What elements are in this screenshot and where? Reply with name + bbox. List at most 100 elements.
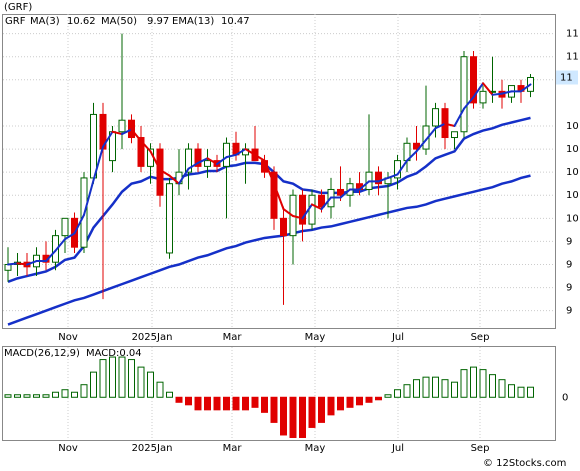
macd-bar — [185, 396, 192, 406]
ma3-segment — [311, 203, 323, 211]
ma3-segment — [434, 122, 446, 130]
legend-text: EMA(13) — [172, 16, 214, 27]
macd-bar — [33, 394, 40, 398]
macd-bar — [4, 394, 12, 398]
candle-body — [52, 235, 59, 263]
macd-bar — [289, 396, 297, 438]
y-tick-label: 11 — [566, 52, 579, 63]
candle-body — [194, 148, 202, 167]
ma3-segment — [206, 157, 218, 166]
x-tick-label: Jul — [391, 443, 404, 454]
x-tick-label: Sep — [471, 332, 490, 343]
ma3-segment — [7, 262, 19, 266]
candle-body — [118, 119, 126, 133]
macd-tick-label: 0 — [562, 392, 568, 403]
ma3-segment — [178, 167, 190, 185]
ma3-segment — [358, 180, 370, 191]
macd-bar — [441, 379, 449, 398]
chart-title: (GRF) — [4, 2, 32, 13]
ma3-segment — [16, 262, 28, 266]
ma3-segment — [92, 145, 104, 182]
macd-bar — [223, 396, 230, 411]
ma3-segment — [254, 153, 266, 162]
ma3-segment — [111, 130, 123, 136]
ma3-segment — [130, 128, 142, 142]
ma3-segment — [216, 156, 228, 166]
y-tick-label: 10 — [566, 121, 579, 132]
candle-body — [318, 194, 325, 208]
ma3-segment — [26, 260, 38, 266]
y-tick-label: 9 — [566, 260, 572, 271]
macd-bar — [61, 389, 69, 398]
macd-bar — [52, 391, 59, 398]
ma3-segment — [425, 127, 437, 141]
legend-text: MA(50) — [101, 16, 137, 27]
y-tick-label: 10 — [566, 144, 579, 155]
legend-text: GRF — [5, 16, 26, 27]
x-tick-label: Nov — [58, 332, 78, 343]
macd-bar — [460, 369, 468, 398]
macd-bar — [90, 371, 97, 398]
ema13-line — [7, 116, 531, 283]
ma3-segment — [159, 168, 171, 177]
ma3-segment — [396, 159, 408, 176]
ma50-line — [7, 174, 531, 326]
macd-bar — [270, 396, 278, 423]
macd-bar — [204, 396, 211, 411]
macd-bar — [375, 396, 382, 401]
macd-bar — [147, 371, 154, 398]
ma3-segment — [187, 161, 199, 170]
candle-body — [337, 188, 344, 196]
ma3-segment — [406, 150, 418, 162]
y-tick-label: 11 — [566, 29, 579, 40]
macd-bar — [489, 374, 496, 398]
ma3-segment — [292, 215, 304, 220]
macd-bar — [384, 394, 392, 398]
legend-text: 10.47 — [221, 16, 250, 27]
macd-bar — [232, 396, 240, 411]
y-tick-label: 10 — [566, 190, 579, 201]
ma3-segment — [501, 90, 513, 95]
macd-bar — [508, 384, 515, 398]
ma3-segment — [263, 159, 275, 185]
candle-body — [280, 217, 287, 237]
ma3-segment — [168, 174, 180, 185]
ma3-segment — [235, 148, 247, 156]
macd-bar — [299, 396, 306, 438]
macd-bar — [451, 381, 458, 398]
macd-bar — [118, 356, 126, 398]
macd-bar — [365, 396, 373, 403]
ma3-segment — [301, 203, 313, 220]
macd-bar — [251, 396, 259, 408]
ma3-segment — [415, 138, 427, 153]
ma3-segment — [121, 128, 133, 136]
ma3-segment — [64, 232, 76, 241]
ma3-segment — [472, 82, 484, 99]
macd-bar — [356, 396, 363, 406]
macd-bar — [156, 381, 164, 398]
x-tick-label: 2025Jan — [132, 332, 173, 343]
macd-bar — [517, 386, 525, 398]
macd-bar — [280, 396, 287, 436]
ma3-segment — [320, 196, 332, 211]
y-tick-label: 9 — [566, 306, 572, 317]
x-tick-label: May — [305, 443, 326, 454]
ma3-segment — [45, 249, 57, 263]
candle-body — [223, 142, 230, 167]
macd-bar — [166, 391, 173, 398]
ma3-segment — [482, 82, 494, 96]
ma3-segment — [225, 153, 237, 159]
macd-bar — [413, 379, 420, 398]
candle-body — [137, 137, 145, 167]
y-tick-label: 10 — [566, 167, 579, 178]
macd-bar — [137, 366, 145, 398]
footer: © 12Stocks.com — [483, 458, 566, 469]
macd-bar — [261, 396, 268, 413]
macd-bar — [470, 366, 477, 398]
macd-bar — [403, 384, 411, 398]
ma3-segment — [83, 179, 95, 216]
macd-bar — [527, 386, 534, 398]
legend-text: 10.62 — [67, 16, 96, 27]
macd-bar — [23, 394, 31, 398]
x-tick-label: Nov — [58, 443, 78, 454]
